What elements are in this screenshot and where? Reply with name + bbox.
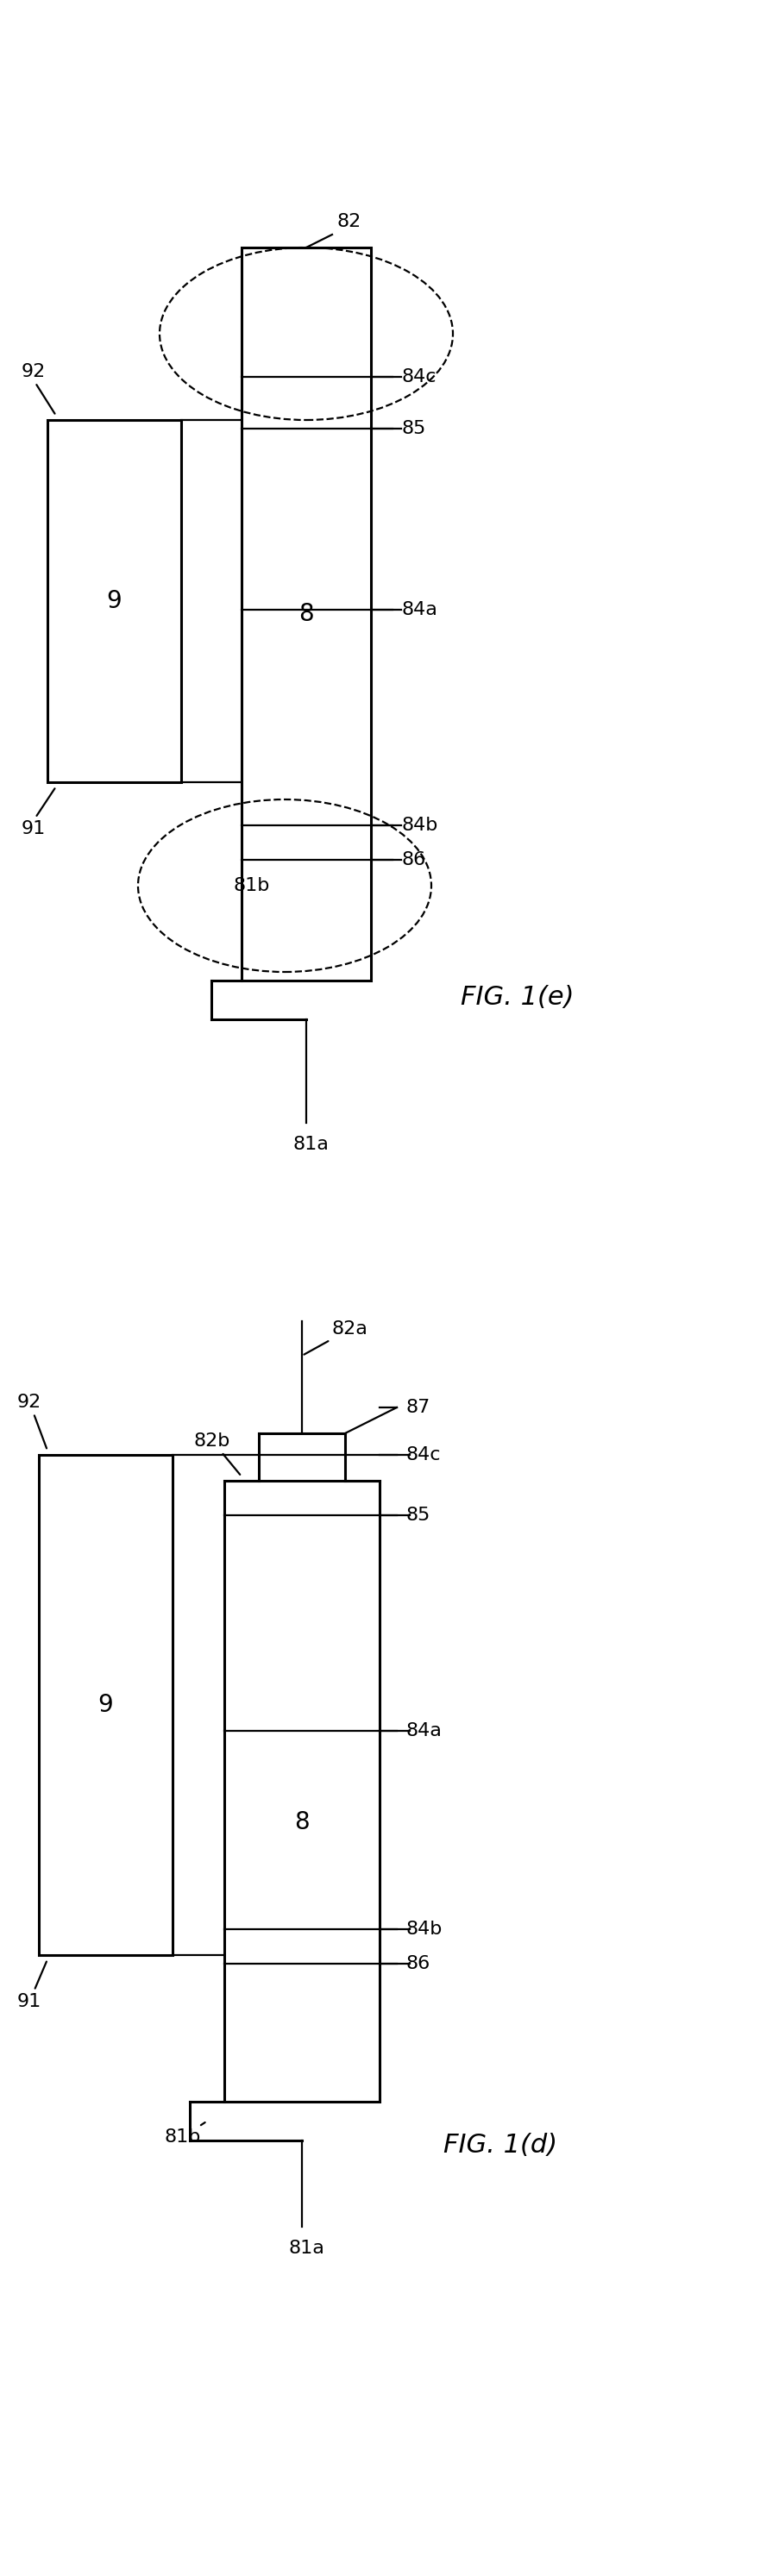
Bar — [47, 420, 181, 783]
Text: 82a: 82a — [304, 1321, 369, 1355]
Text: 86: 86 — [401, 850, 426, 868]
Text: 9: 9 — [98, 1692, 113, 1718]
Text: 81a: 81a — [288, 2239, 325, 2257]
Text: 84a: 84a — [401, 600, 437, 618]
Text: 84a: 84a — [405, 1723, 442, 1739]
Text: FIG. 1(d): FIG. 1(d) — [443, 2133, 557, 2156]
Text: 8: 8 — [299, 603, 314, 626]
Text: 84c: 84c — [401, 368, 436, 386]
Text: FIG. 1(e): FIG. 1(e) — [461, 984, 575, 1010]
Text: 92: 92 — [21, 363, 55, 415]
Text: 84b: 84b — [405, 1922, 442, 1937]
Text: 9: 9 — [106, 590, 122, 613]
Text: 8: 8 — [294, 1811, 309, 1834]
Bar — [39, 1455, 173, 1955]
Text: 87: 87 — [405, 1399, 430, 1417]
Text: 86: 86 — [405, 1955, 430, 1973]
Bar — [224, 1481, 379, 2102]
Text: 81a: 81a — [293, 1136, 328, 1154]
Text: 85: 85 — [401, 420, 426, 438]
Text: 84b: 84b — [401, 817, 438, 835]
Text: 82b: 82b — [194, 1432, 240, 1473]
Text: 82: 82 — [337, 214, 361, 229]
Text: 92: 92 — [17, 1394, 46, 1448]
Text: 81b: 81b — [164, 2123, 205, 2146]
Text: 91: 91 — [17, 1960, 46, 2009]
Text: 84c: 84c — [405, 1445, 440, 1463]
Text: 91: 91 — [21, 788, 55, 837]
Text: 85: 85 — [405, 1507, 430, 1525]
Bar — [242, 247, 371, 981]
Text: 81b: 81b — [233, 876, 270, 894]
